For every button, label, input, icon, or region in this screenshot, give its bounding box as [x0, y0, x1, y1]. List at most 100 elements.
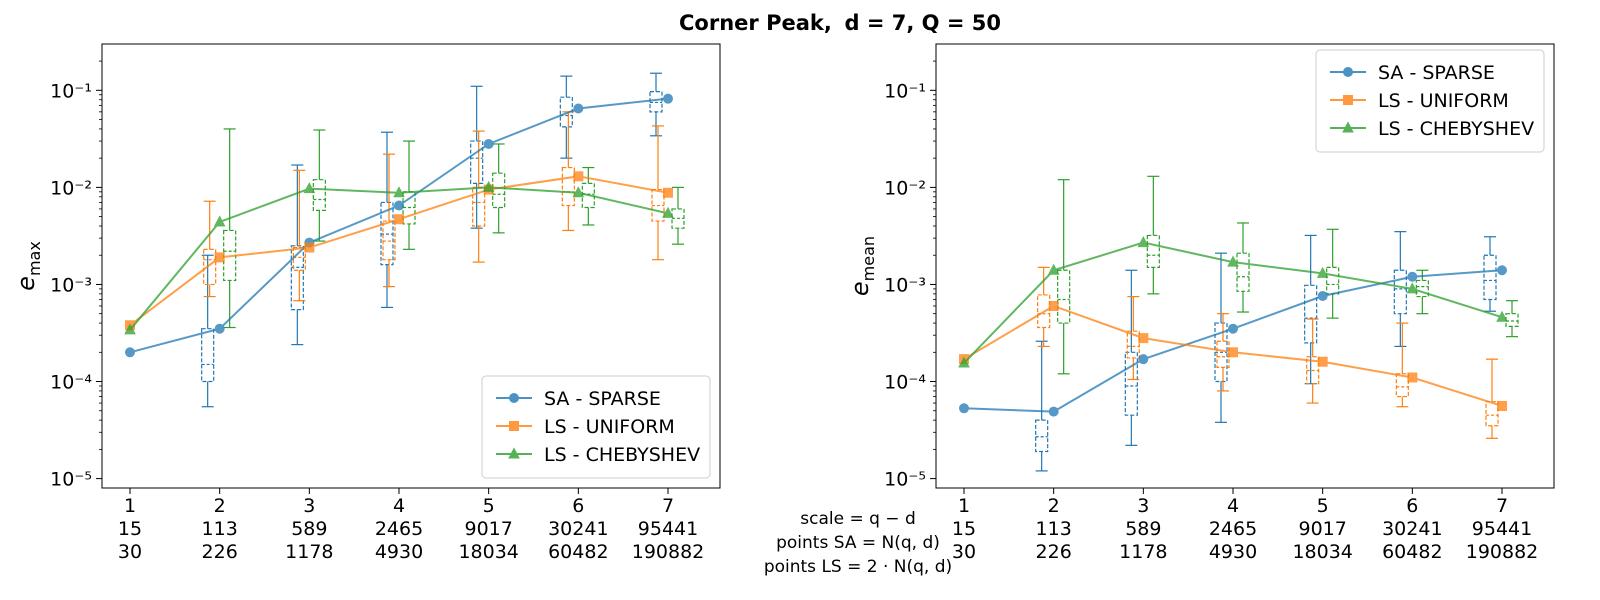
x-tick-label: 5 — [483, 495, 495, 517]
data-point — [1137, 236, 1150, 248]
data-point — [1048, 406, 1059, 417]
boxplot-sa-sparse — [1483, 236, 1497, 312]
box-iqr — [1124, 351, 1138, 416]
series-ls-chebyshev — [958, 236, 1508, 368]
y-axis-label: emax — [12, 241, 44, 291]
boxplot-sa-sparse — [559, 75, 573, 159]
x-tick-label: 2465 — [375, 518, 423, 540]
x-tick-label: 95441 — [638, 518, 698, 540]
data-point — [958, 356, 970, 368]
data-point — [572, 186, 585, 198]
legend-entry-ls-uniform — [496, 421, 532, 431]
box-iqr — [1057, 269, 1071, 324]
x-tick-label: 3 — [1137, 495, 1149, 517]
x-tick-label: 7 — [1496, 495, 1508, 517]
x-tick-label: 4 — [1227, 495, 1239, 517]
boxplot-ls-chebyshev — [312, 129, 326, 242]
x-tick-label: 2 — [214, 495, 226, 517]
x-tick-label: 60482 — [548, 541, 608, 563]
data-point — [1497, 400, 1507, 411]
y-tick-label: 10⁻⁵ — [50, 469, 92, 491]
y-axis-label: emean — [846, 236, 878, 296]
x-tick-label: 226 — [1036, 541, 1072, 563]
box-iqr — [1146, 234, 1160, 268]
boxplot-sa-sparse — [649, 72, 663, 137]
center-label-points-ls: points LS = 2 · N(q, d) — [764, 557, 952, 577]
data-point — [394, 214, 404, 225]
data-point — [663, 93, 673, 104]
legend-entry-sa-sparse — [496, 393, 532, 403]
center-label-scale: scale = q − d — [800, 509, 916, 529]
data-point — [1317, 291, 1328, 302]
legend-marker — [1342, 121, 1354, 133]
legend-label: LS - CHEBYSHEV — [1378, 118, 1534, 140]
x-tick-label: 9017 — [464, 518, 512, 540]
boxplot-sa-sparse — [380, 131, 394, 309]
y-tick-label: 10⁻¹ — [50, 80, 92, 102]
data-point — [959, 403, 969, 414]
x-tick-label: 7 — [662, 495, 674, 517]
box-iqr — [1485, 401, 1499, 427]
legend-frame — [481, 375, 711, 479]
x-tick-label: 1 — [958, 495, 970, 517]
data-point — [1407, 271, 1418, 282]
plot-frame — [101, 43, 721, 489]
boxplot-sa-sparse — [1124, 269, 1138, 446]
x-tick-label: 113 — [1036, 518, 1072, 540]
figure-title-bold: Corner Peak, — [679, 11, 832, 35]
boxplot-ls-uniform — [203, 200, 217, 298]
legend-marker — [509, 421, 519, 431]
data-point — [214, 252, 225, 263]
boxplot-ls-chebyshev — [1057, 179, 1071, 375]
boxplot-ls-uniform — [1395, 322, 1409, 408]
series-line — [129, 175, 669, 327]
boxplot-ls-chebyshev — [1236, 222, 1250, 313]
center-label-points-sa: points SA = N(q, d) — [776, 533, 940, 553]
y-tick-label: 10⁻³ — [884, 274, 926, 296]
box-iqr — [1393, 269, 1407, 315]
data-point — [1227, 255, 1239, 267]
x-tick-label: 113 — [202, 518, 238, 540]
x-tick-label: 6 — [1406, 495, 1418, 517]
legend-marker — [1343, 95, 1353, 105]
data-point — [304, 242, 315, 253]
data-point — [1406, 282, 1419, 294]
x-tick-label: 18034 — [458, 541, 518, 563]
boxplot-ls-chebyshev — [223, 128, 237, 329]
boxplot-sa-sparse — [1035, 340, 1049, 472]
y-tick-label: 10⁻⁵ — [884, 469, 926, 491]
box-iqr — [201, 328, 215, 383]
box-iqr — [1304, 284, 1318, 344]
box-iqr — [292, 246, 306, 271]
boxplot-ls-chebyshev — [671, 186, 685, 245]
legend-label: LS - UNIFORM — [544, 416, 675, 438]
data-point — [214, 323, 225, 334]
boxplot-ls-chebyshev — [1146, 175, 1160, 295]
box-iqr — [1326, 266, 1340, 295]
data-point — [483, 138, 494, 149]
box-iqr — [561, 166, 575, 207]
boxplot-sa-sparse — [470, 85, 484, 229]
data-point — [1497, 265, 1507, 276]
legend: SA - SPARSE LS - UNIFORM LS - CHEBYSHEV — [1315, 49, 1545, 153]
y-tick-label: 10⁻¹ — [884, 80, 926, 102]
legend: SA - SPARSE LS - UNIFORM LS - CHEBYSHEV — [481, 375, 711, 479]
legend-entry-sa-sparse — [1330, 67, 1366, 77]
data-point — [1228, 323, 1238, 334]
x-tick-label: 60482 — [1382, 541, 1442, 563]
data-point — [1317, 356, 1328, 367]
data-point — [662, 206, 674, 218]
data-point — [303, 182, 316, 194]
x-tick-label: 1178 — [285, 541, 333, 563]
boxplot-ls-uniform — [1126, 295, 1140, 381]
boxplot-sa-sparse — [1214, 252, 1228, 423]
x-tick-label: 6 — [572, 495, 584, 517]
data-point — [1228, 347, 1238, 358]
series-ls-chebyshev — [124, 180, 674, 335]
box-iqr — [1035, 419, 1049, 453]
x-tick-label: 226 — [202, 541, 238, 563]
boxplot-ls-chebyshev — [1415, 269, 1429, 315]
x-tick-label: 3 — [303, 495, 315, 517]
